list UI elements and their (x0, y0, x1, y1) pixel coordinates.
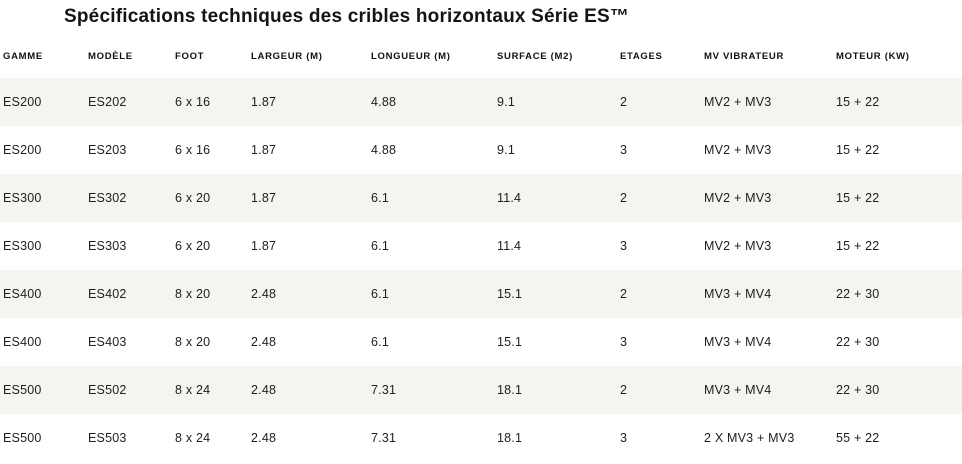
table-cell: 6.1 (368, 174, 494, 222)
column-header: GAMME (0, 29, 85, 78)
table-cell: 15 + 22 (833, 78, 962, 126)
table-cell: MV3 + MV4 (701, 270, 833, 318)
table-cell: MV2 + MV3 (701, 222, 833, 270)
table-cell: 1.87 (248, 222, 368, 270)
table-cell: ES402 (85, 270, 172, 318)
column-header: MODÈLE (85, 29, 172, 78)
table-header-row: GAMME MODÈLE FOOT LARGEUR (M) LONGUEUR (M) SU… (0, 29, 962, 78)
table-cell: 15 + 22 (833, 222, 962, 270)
table-cell: 4.88 (368, 126, 494, 174)
table-row: ES400 ES403 8 x 20 2.48 6.1 15.1 3 MV3 + MV4 22 … (0, 318, 962, 366)
table-cell: 9.1 (494, 126, 617, 174)
table-cell: ES400 (0, 318, 85, 366)
table-cell: 6.1 (368, 222, 494, 270)
table-cell: 18.1 (494, 366, 617, 414)
page-title: Spécifications techniques des cribles ho… (64, 6, 630, 27)
table-cell: 6 x 16 (172, 126, 248, 174)
table-cell: 7.31 (368, 414, 494, 462)
table-row: ES300 ES303 6 x 20 1.87 6.1 11.4 3 MV2 + MV3 15 … (0, 222, 962, 270)
table-cell: 6.1 (368, 318, 494, 366)
table-cell: 4.88 (368, 78, 494, 126)
table-cell: 22 + 30 (833, 270, 962, 318)
table-cell: 8 x 24 (172, 366, 248, 414)
table-cell: 9.1 (494, 78, 617, 126)
table-cell: ES300 (0, 174, 85, 222)
table-cell: MV2 + MV3 (701, 78, 833, 126)
table-cell: 11.4 (494, 174, 617, 222)
table-cell: 1.87 (248, 174, 368, 222)
table-cell: MV3 + MV4 (701, 366, 833, 414)
table-cell: ES200 (0, 78, 85, 126)
table-cell: ES303 (85, 222, 172, 270)
table-cell: 6.1 (368, 270, 494, 318)
table-cell: 22 + 30 (833, 318, 962, 366)
column-header: ETAGES (617, 29, 701, 78)
table-cell: ES502 (85, 366, 172, 414)
table-cell: 55 + 22 (833, 414, 962, 462)
table-cell: MV3 + MV4 (701, 318, 833, 366)
table-cell: 3 (617, 318, 701, 366)
table-cell: 6 x 20 (172, 174, 248, 222)
table-cell: 2 (617, 270, 701, 318)
table-cell: ES400 (0, 270, 85, 318)
column-header: MV VIBRATEUR (701, 29, 833, 78)
table-cell: 6 x 16 (172, 78, 248, 126)
column-header: LONGUEUR (M) (368, 29, 494, 78)
table-cell: ES300 (0, 222, 85, 270)
table-cell: ES302 (85, 174, 172, 222)
table-cell: 1.87 (248, 126, 368, 174)
table-row: ES500 ES502 8 x 24 2.48 7.31 18.1 2 MV3 + MV4 22… (0, 366, 962, 414)
column-header: LARGEUR (M) (248, 29, 368, 78)
table-cell: 6 x 20 (172, 222, 248, 270)
table-cell: MV2 + MV3 (701, 126, 833, 174)
table-cell: 2 (617, 366, 701, 414)
table-cell: 2.48 (248, 366, 368, 414)
table-cell: 15.1 (494, 270, 617, 318)
table-row: ES500 ES503 8 x 24 2.48 7.31 18.1 3 2 X MV3 + M… (0, 414, 962, 462)
table-cell: 3 (617, 414, 701, 462)
table-cell: ES503 (85, 414, 172, 462)
specs-table: GAMME MODÈLE FOOT LARGEUR (M) LONGUEUR (M) SU… (0, 29, 962, 462)
table-row: ES300 ES302 6 x 20 1.87 6.1 11.4 2 MV2 + MV3 15 … (0, 174, 962, 222)
table-cell: 3 (617, 222, 701, 270)
table-cell: MV2 + MV3 (701, 174, 833, 222)
table-cell: ES202 (85, 78, 172, 126)
table-cell: 3 (617, 126, 701, 174)
table-cell: 22 + 30 (833, 366, 962, 414)
table-cell: 15 + 22 (833, 174, 962, 222)
table-cell: ES203 (85, 126, 172, 174)
column-header: SURFACE (M2) (494, 29, 617, 78)
table-cell: ES500 (0, 366, 85, 414)
table-cell: 8 x 20 (172, 270, 248, 318)
table-cell: 8 x 24 (172, 414, 248, 462)
table-cell: 2.48 (248, 270, 368, 318)
table-cell: 11.4 (494, 222, 617, 270)
column-header: FOOT (172, 29, 248, 78)
table-cell: 2.48 (248, 414, 368, 462)
table-cell: ES500 (0, 414, 85, 462)
table-cell: 7.31 (368, 366, 494, 414)
table-cell: 2.48 (248, 318, 368, 366)
table-cell: 8 x 20 (172, 318, 248, 366)
table-cell: 15 + 22 (833, 126, 962, 174)
table-row: ES400 ES402 8 x 20 2.48 6.1 15.1 2 MV3 + MV4 22 … (0, 270, 962, 318)
table-cell: 2 (617, 174, 701, 222)
table-cell: 2 (617, 78, 701, 126)
table-cell: 2 X MV3 + MV3 (701, 414, 833, 462)
table-cell: 1.87 (248, 78, 368, 126)
table-row: ES200 ES202 6 x 16 1.87 4.88 9.1 2 MV2 + MV3 15 … (0, 78, 962, 126)
column-header: MOTEUR (KW) (833, 29, 962, 78)
table-cell: ES403 (85, 318, 172, 366)
table-cell: 15.1 (494, 318, 617, 366)
table-cell: ES200 (0, 126, 85, 174)
table-cell: 18.1 (494, 414, 617, 462)
table-row: ES200 ES203 6 x 16 1.87 4.88 9.1 3 MV2 + MV3 15 … (0, 126, 962, 174)
